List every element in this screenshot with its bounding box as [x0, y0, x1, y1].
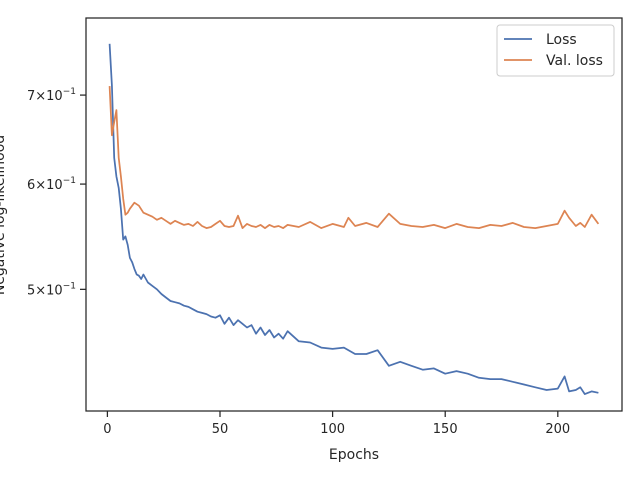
y-axis-title: Negative log-likelihood [0, 135, 8, 295]
x-tick-label: 0 [103, 422, 111, 437]
series-line-val-loss [108, 86, 600, 229]
x-tick-label: 100 [320, 422, 345, 437]
legend-box [496, 24, 615, 77]
x-axis-title: Epochs [329, 447, 379, 463]
x-tick-label: 150 [433, 422, 458, 437]
y-tick-label: 7×10−1 [27, 87, 76, 104]
plot-area [85, 17, 623, 412]
series-line-loss [108, 43, 599, 395]
series-lines [108, 43, 600, 395]
legend: Loss Val. loss [496, 24, 615, 77]
plot-frame [85, 17, 623, 412]
y-axis: 5×10−1 6×10−1 7×10−1 [27, 87, 86, 298]
x-tick-label: 50 [212, 422, 229, 437]
y-tick-label: 5×10−1 [27, 281, 76, 298]
y-tick-label: 6×10−1 [27, 176, 76, 193]
legend-label-loss: Loss [546, 32, 577, 48]
x-axis: 0 50 100 150 200 [103, 411, 570, 437]
legend-label-val-loss: Val. loss [546, 53, 603, 69]
x-tick-label: 200 [545, 422, 570, 437]
